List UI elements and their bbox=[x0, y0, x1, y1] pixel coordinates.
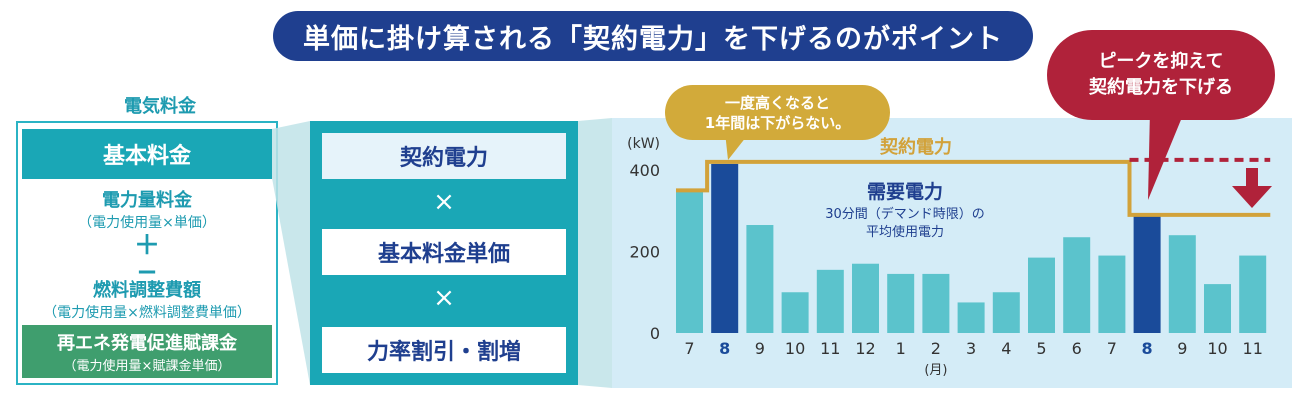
renewable-surcharge-formula: （電力使用量×賦課金単価） bbox=[63, 359, 231, 374]
right-connector bbox=[578, 118, 612, 388]
demand-power-description: 30分間（デマンド時限）の 平均使用電力 bbox=[800, 206, 1010, 242]
y-tick-label: 200 bbox=[629, 243, 660, 262]
x-tick-label: 2 bbox=[931, 339, 941, 358]
fuel-adjustment-formula: （電力使用量×燃料調整費単価） bbox=[43, 305, 251, 321]
x-tick-label: 8 bbox=[719, 339, 730, 358]
energy-charge-formula: （電力使用量×単価） bbox=[78, 215, 216, 231]
headline-banner: 単価に掛け算される「契約電力」を下げるのがポイント bbox=[273, 11, 1033, 61]
demand-desc-line2: 平均使用電力 bbox=[865, 225, 944, 240]
down-arrow-shaft bbox=[1246, 168, 1258, 188]
x-tick-label: 7 bbox=[684, 339, 694, 358]
x-tick-label: 9 bbox=[1177, 339, 1187, 358]
x-tick-label: 12 bbox=[855, 339, 875, 358]
bar bbox=[957, 302, 985, 333]
electricity-fee-label: 電気料金 bbox=[124, 96, 196, 117]
power-factor-cell: 力率割引・割増 bbox=[322, 327, 566, 373]
minus-sign: − bbox=[136, 257, 158, 287]
peak-line1: ピークを抑えて bbox=[1098, 51, 1224, 72]
x-tick-label: 10 bbox=[785, 339, 805, 358]
peak-line2: 契約電力を下げる bbox=[1089, 77, 1233, 98]
fuel-adjustment-title: 燃料調整費額 bbox=[93, 280, 201, 301]
demand-desc-line1: 30分間（デマンド時限）の bbox=[825, 207, 985, 222]
bar bbox=[852, 263, 879, 333]
down-arrow-icon bbox=[1232, 186, 1272, 208]
bar-peak bbox=[711, 163, 739, 333]
energy-charge-title: 電力量料金 bbox=[102, 190, 192, 211]
contract-power-line-label: 契約電力 bbox=[880, 137, 952, 158]
plus-sign: ＋ bbox=[133, 231, 160, 261]
bar bbox=[1168, 235, 1196, 333]
energy-charge-block: 電力量料金 （電力使用量×単価） bbox=[22, 186, 272, 232]
bar bbox=[816, 269, 844, 333]
bar bbox=[1204, 284, 1231, 333]
x-tick-label: 11 bbox=[820, 339, 840, 358]
bar bbox=[676, 190, 703, 333]
multiply-sign-2: × bbox=[433, 283, 455, 313]
x-tick-label: 9 bbox=[755, 339, 765, 358]
once-high-line1: 一度高くなると bbox=[724, 93, 830, 112]
bar bbox=[887, 273, 915, 333]
x-tick-label: 5 bbox=[1036, 339, 1046, 358]
x-tick-label: 1 bbox=[896, 339, 906, 358]
plus-minus-sign: ＋ − bbox=[22, 233, 272, 285]
once-high-line2: 1年間は下がらない。 bbox=[704, 113, 851, 132]
bar bbox=[992, 292, 1020, 333]
y-tick-label: 400 bbox=[629, 161, 660, 180]
once-high-callout: 一度高くなると 1年間は下がらない。 bbox=[665, 85, 890, 140]
peak-callout: ピークを抑えて 契約電力を下げる bbox=[1047, 30, 1275, 120]
bar-peak bbox=[1133, 214, 1161, 333]
x-tick-label: 10 bbox=[1207, 339, 1227, 358]
x-tick-label: 4 bbox=[1001, 339, 1011, 358]
bar bbox=[1028, 257, 1055, 333]
demand-power-label: 需要電力 bbox=[866, 181, 943, 203]
unit-price-cell: 基本料金単価 bbox=[322, 229, 566, 275]
renewable-surcharge-block: 再エネ発電促進賦課金 （電力使用量×賦課金単価） bbox=[22, 325, 272, 378]
fuel-adjustment-block: 燃料調整費額 （電力使用量×燃料調整費単価） bbox=[22, 276, 272, 322]
x-tick-label: 11 bbox=[1243, 339, 1263, 358]
x-tick-label: 6 bbox=[1072, 339, 1082, 358]
bar bbox=[746, 225, 774, 333]
y-axis-unit: (kW) bbox=[627, 136, 660, 152]
contract-power-cell: 契約電力 bbox=[322, 133, 566, 179]
y-tick-label: 0 bbox=[650, 324, 660, 343]
left-connector bbox=[272, 121, 310, 385]
contract-power-line bbox=[676, 159, 1271, 217]
x-tick-label: 7 bbox=[1107, 339, 1117, 358]
x-axis-unit: (月) bbox=[924, 363, 947, 378]
bar bbox=[1098, 255, 1126, 333]
x-tick-label: 8 bbox=[1142, 339, 1153, 358]
multiply-sign-1: × bbox=[433, 187, 455, 217]
basic-fee-formula-box: 契約電力 × 基本料金単価 × 力率割引・割増 bbox=[310, 121, 578, 385]
bar bbox=[781, 292, 809, 333]
callout2-tail bbox=[1148, 110, 1185, 200]
basic-fee-header: 基本料金 bbox=[22, 129, 272, 179]
bar bbox=[1239, 255, 1267, 333]
renewable-surcharge-title: 再エネ発電促進賦課金 bbox=[57, 333, 237, 354]
bar bbox=[1063, 237, 1091, 333]
bar bbox=[922, 273, 950, 333]
x-tick-label: 3 bbox=[966, 339, 976, 358]
